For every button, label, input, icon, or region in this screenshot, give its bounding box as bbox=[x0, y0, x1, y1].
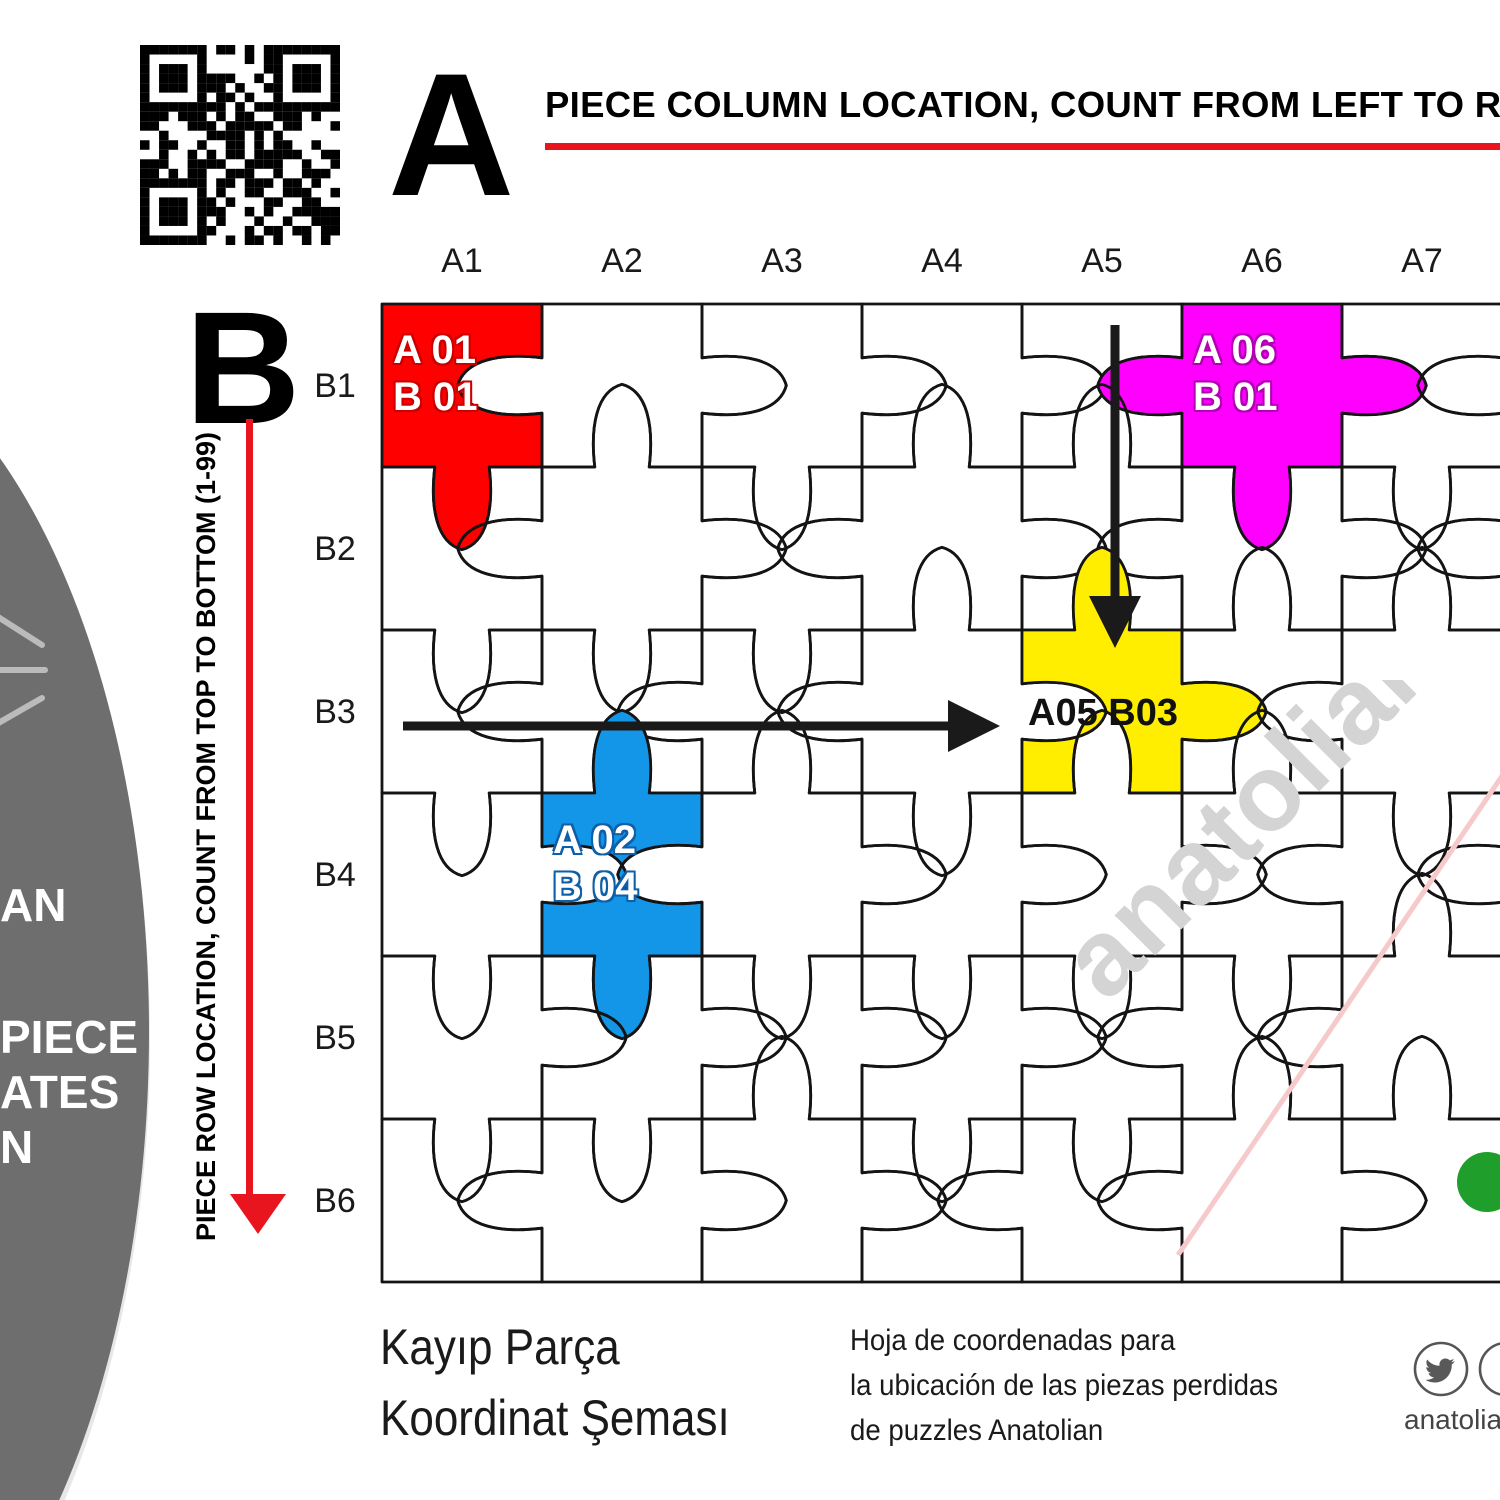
svg-text:A5: A5 bbox=[1081, 242, 1123, 280]
svg-text:A2: A2 bbox=[601, 242, 643, 280]
svg-text:A7: A7 bbox=[1401, 242, 1443, 280]
svg-text:A6: A6 bbox=[1241, 242, 1283, 280]
svg-text:A3: A3 bbox=[761, 242, 803, 280]
svg-text:A1: A1 bbox=[441, 242, 483, 280]
svg-text:A4: A4 bbox=[921, 242, 963, 280]
